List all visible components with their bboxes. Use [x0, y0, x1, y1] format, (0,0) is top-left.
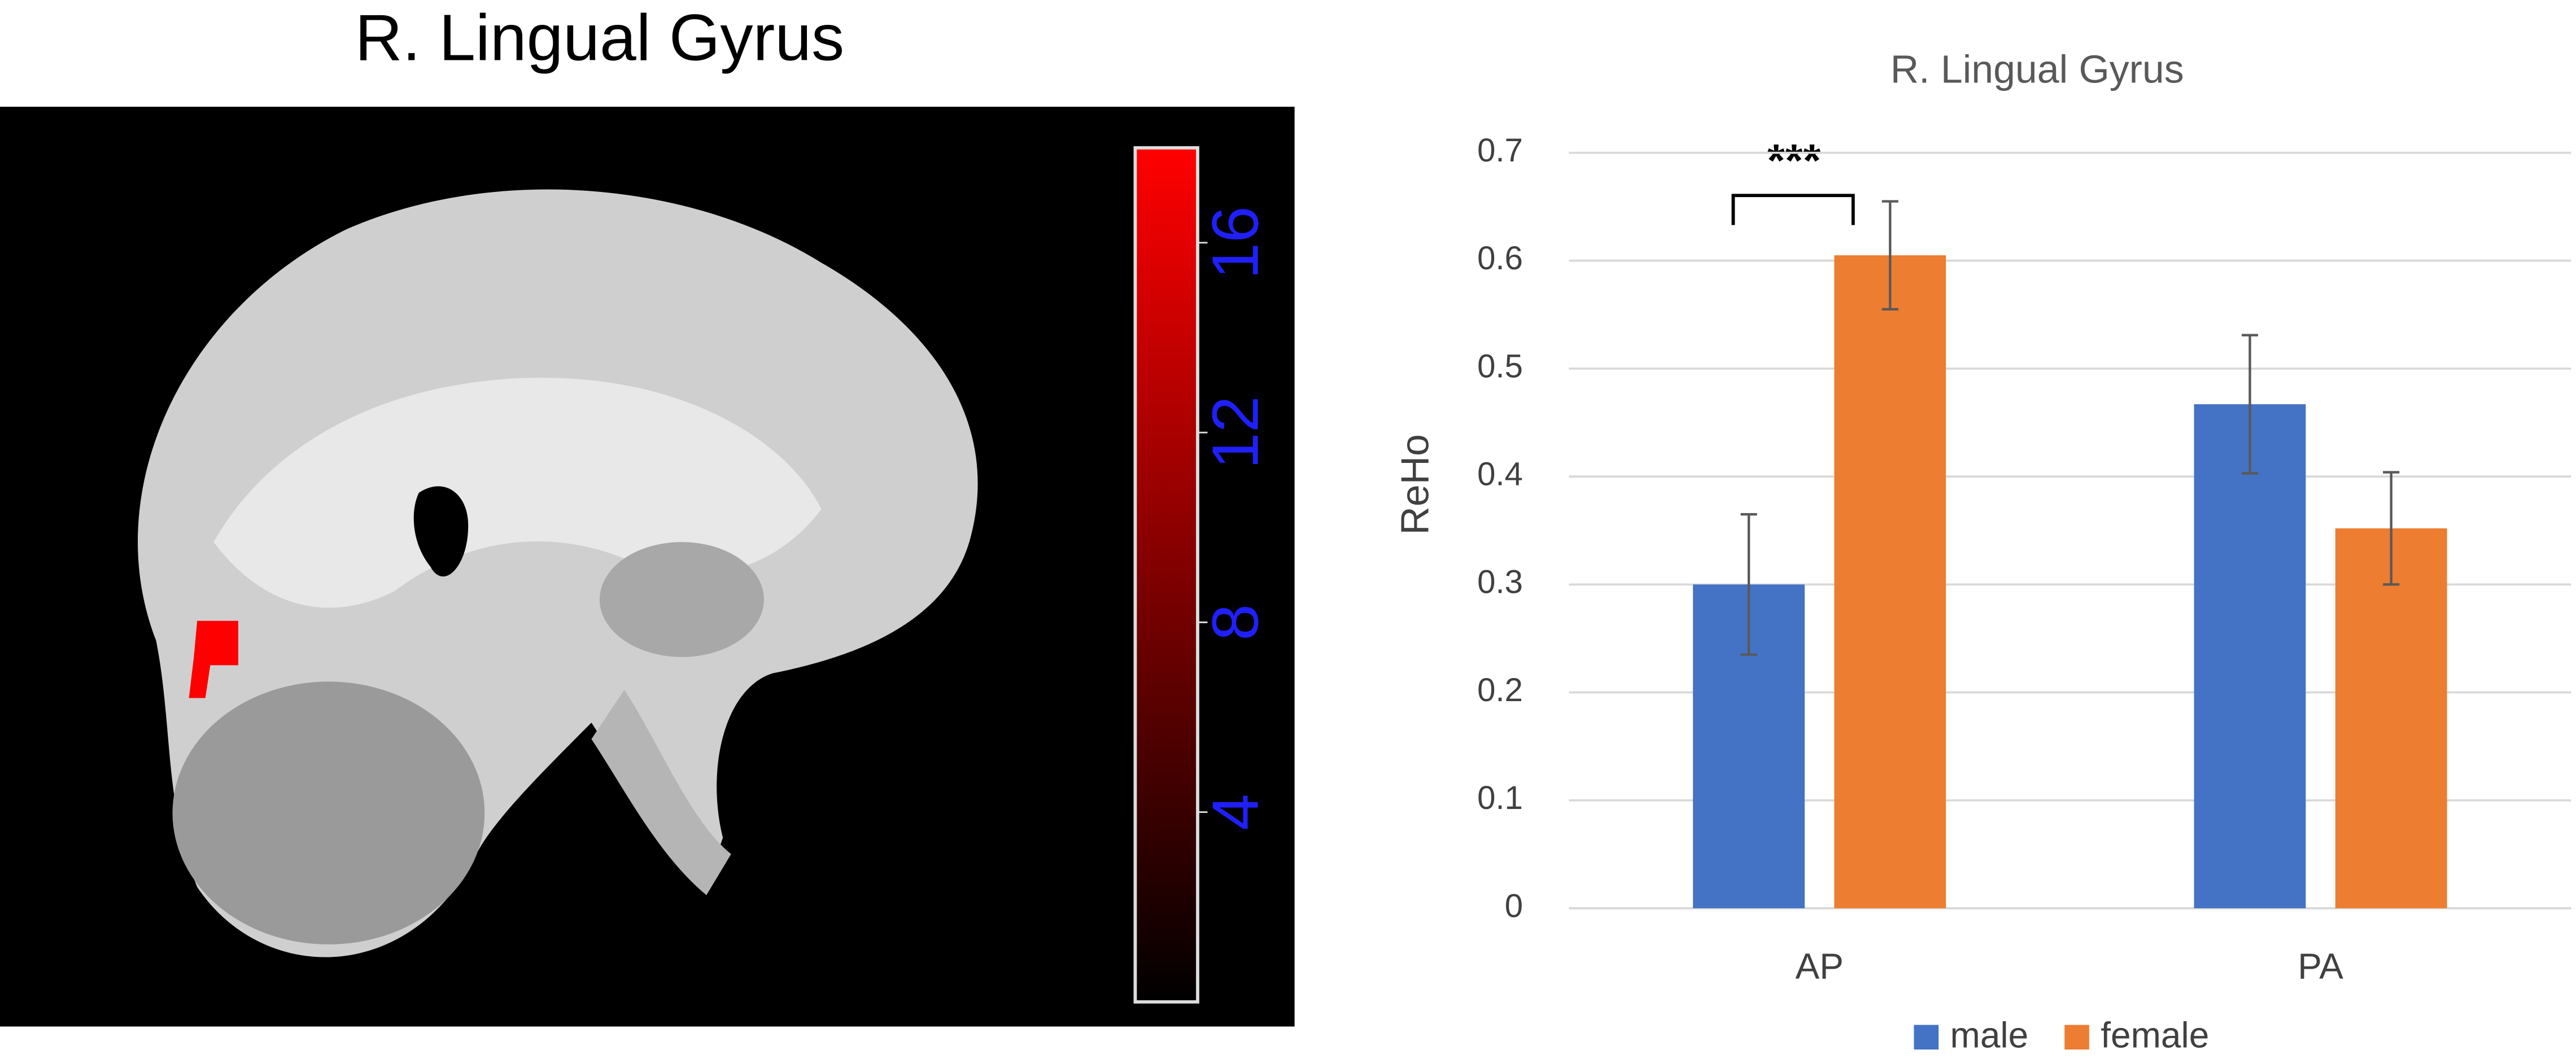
colorbar-tick-label: 8	[1198, 604, 1272, 641]
x-tick-label: AP	[1796, 946, 1844, 986]
image-title: R. Lingual Gyrus	[355, 1, 845, 74]
colorbar-tick-label: 12	[1198, 396, 1272, 469]
y-tick-label: 0.4	[1477, 456, 1523, 493]
x-tick-label: PA	[2298, 946, 2343, 986]
y-tick-label: 0.2	[1477, 672, 1523, 708]
brain-slice	[137, 189, 978, 957]
colorbar	[1133, 146, 1199, 1004]
legend-swatch	[1914, 1025, 1939, 1050]
y-tick-label: 0.7	[1477, 132, 1523, 169]
legend-label: male	[1950, 1015, 2029, 1056]
error-bar	[1881, 200, 1898, 310]
bar	[2335, 528, 2447, 908]
y-tick-label: 0.6	[1477, 240, 1523, 277]
y-axis-label: ReHo	[1392, 434, 1437, 535]
cerebellum	[172, 681, 485, 944]
ventricle	[413, 486, 469, 577]
significance-bracket	[1731, 194, 1855, 225]
thalamus	[599, 542, 764, 657]
y-tick-label: 0.1	[1477, 780, 1523, 816]
brainstem	[591, 689, 731, 895]
bar	[1834, 255, 1946, 908]
significance-label: ***	[1767, 135, 1821, 186]
y-tick-label: 0.3	[1477, 564, 1523, 601]
error-bar	[2383, 471, 2400, 586]
colorbar-tick-label: 4	[1198, 794, 1272, 830]
y-tick-label: 0	[1505, 887, 1523, 924]
colorbar-tick-label: 16	[1198, 206, 1272, 279]
chart-title: R. Lingual Gyrus	[1890, 47, 2184, 91]
legend-swatch	[2064, 1025, 2089, 1050]
error-bar	[2241, 334, 2259, 475]
bar	[2194, 404, 2306, 908]
error-bar	[1740, 513, 1757, 656]
legend-label: female	[2101, 1015, 2209, 1056]
y-tick-label: 0.5	[1477, 348, 1523, 384]
activation-cluster	[189, 620, 238, 698]
